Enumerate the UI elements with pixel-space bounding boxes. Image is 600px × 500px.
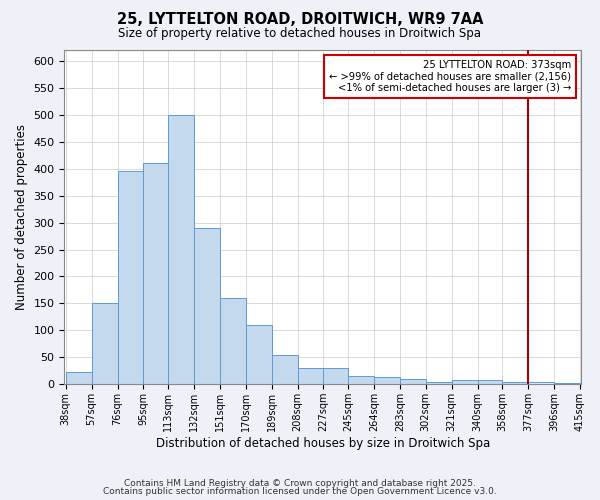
Bar — [502, 382, 528, 384]
Bar — [168, 114, 194, 384]
Bar — [478, 380, 502, 384]
Bar — [143, 163, 168, 384]
Bar — [272, 354, 298, 384]
Bar — [323, 368, 348, 384]
Bar — [92, 304, 118, 384]
Bar — [528, 382, 554, 384]
Bar — [426, 382, 452, 384]
Bar — [66, 372, 92, 384]
Bar — [246, 325, 272, 384]
Text: Contains HM Land Registry data © Crown copyright and database right 2025.: Contains HM Land Registry data © Crown c… — [124, 478, 476, 488]
Text: 25, LYTTELTON ROAD, DROITWICH, WR9 7AA: 25, LYTTELTON ROAD, DROITWICH, WR9 7AA — [117, 12, 483, 28]
Bar — [374, 378, 400, 384]
Bar — [348, 376, 374, 384]
Text: 25 LYTTELTON ROAD: 373sqm
← >99% of detached houses are smaller (2,156)
<1% of s: 25 LYTTELTON ROAD: 373sqm ← >99% of deta… — [329, 60, 571, 93]
X-axis label: Distribution of detached houses by size in Droitwich Spa: Distribution of detached houses by size … — [155, 437, 490, 450]
Bar — [400, 379, 426, 384]
Bar — [298, 368, 323, 384]
Text: Contains public sector information licensed under the Open Government Licence v3: Contains public sector information licen… — [103, 487, 497, 496]
Bar — [194, 228, 220, 384]
Bar — [554, 382, 580, 384]
Bar — [118, 172, 143, 384]
Bar — [220, 298, 246, 384]
Y-axis label: Number of detached properties: Number of detached properties — [15, 124, 28, 310]
Bar — [452, 380, 478, 384]
Text: Size of property relative to detached houses in Droitwich Spa: Size of property relative to detached ho… — [119, 28, 482, 40]
